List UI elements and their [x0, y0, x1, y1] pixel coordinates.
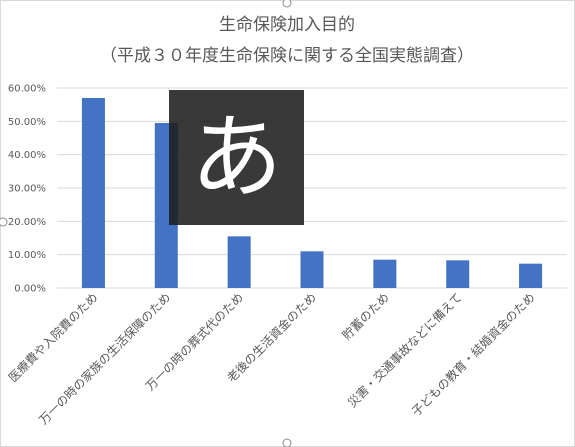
y-tick-label: 20.00%: [8, 217, 46, 228]
resize-handle-top[interactable]: [282, 0, 292, 8]
ime-mode-indicator: あ: [169, 90, 304, 225]
bar: [300, 251, 324, 288]
resize-handle-bottom[interactable]: [282, 438, 292, 447]
bar: [446, 260, 470, 288]
bar: [519, 263, 543, 288]
y-tick-label: 30.00%: [8, 184, 46, 195]
resize-handles[interactable]: [0, 0, 292, 447]
resize-handle-left[interactable]: [0, 217, 8, 227]
chart-title: 生命保険加入目的: [219, 15, 355, 35]
y-tick-label: 60.00%: [8, 84, 46, 95]
chart-subtitle: （平成３０年度生命保険に関する全国実態調査）: [100, 46, 474, 66]
y-axis-ticks: 0.00% 10.00% 20.00% 30.00% 40.00% 50.00% 60.00…: [8, 84, 46, 295]
y-tick-label: 10.00%: [8, 250, 46, 261]
y-tick-label: 0.00%: [14, 284, 46, 295]
bar: [81, 98, 105, 288]
bars: [81, 98, 543, 288]
y-tick-label: 40.00%: [8, 150, 46, 161]
ime-hiragana-char: あ: [190, 103, 283, 211]
gridlines: [57, 87, 567, 289]
y-tick-label: 50.00%: [8, 117, 46, 128]
bar: [227, 236, 251, 288]
bar: [373, 259, 397, 288]
